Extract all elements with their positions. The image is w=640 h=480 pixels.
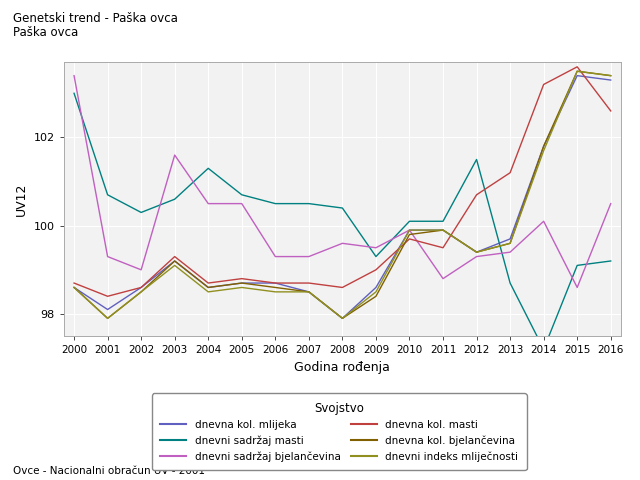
X-axis label: Godina rođenja: Godina rođenja	[294, 360, 390, 373]
Text: Paška ovca: Paška ovca	[13, 26, 78, 39]
Text: Ovce - Nacionalni obračun UV - 2001: Ovce - Nacionalni obračun UV - 2001	[13, 466, 205, 476]
Legend: dnevna kol. mlijeka, dnevni sadržaj masti, dnevni sadržaj bjelančevina, dnevna k: dnevna kol. mlijeka, dnevni sadržaj mast…	[152, 394, 527, 470]
Text: Genetski trend - Paška ovca: Genetski trend - Paška ovca	[13, 12, 178, 25]
Y-axis label: UV12: UV12	[15, 182, 28, 216]
